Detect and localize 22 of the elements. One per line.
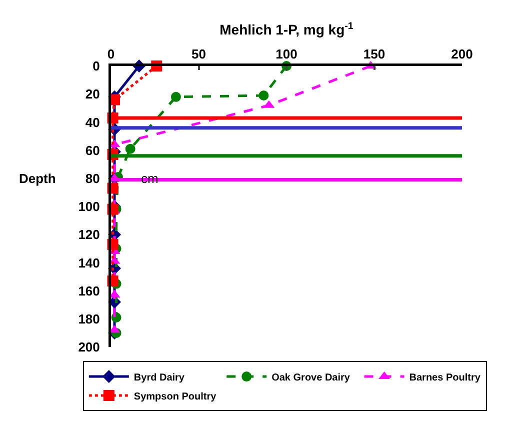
legend-label: Barnes Poultry <box>409 372 481 384</box>
y-tick-label: 140 <box>78 255 100 270</box>
legend-label: Sympson Poultry <box>134 391 217 402</box>
x-axis-title: Mehlich 1-P, mg kg$^{-1}$ <box>220 20 354 38</box>
legend-label: Oak Grove Dairy <box>272 372 350 384</box>
legend-label: Byrd Dairy <box>134 372 185 384</box>
x-tick-label: 150 <box>363 46 386 62</box>
y-tick-label: 120 <box>78 227 100 242</box>
x-tick-label: 100 <box>276 46 298 62</box>
y-tick-label: 160 <box>78 283 100 298</box>
y-tick-label: 0 <box>92 58 100 74</box>
x-tick-label: 50 <box>192 46 206 62</box>
y-axis-title: Depth <box>19 171 56 186</box>
y-tick-label: 180 <box>78 311 100 326</box>
y-tick-label: 20 <box>85 86 100 102</box>
x-tick-label: 0 <box>107 46 115 62</box>
y-tick-label: 80 <box>85 170 100 186</box>
y-tick-label: 60 <box>85 142 100 158</box>
y-tick-label: 100 <box>78 199 100 214</box>
x-tick-label: 200 <box>451 46 473 62</box>
y-tick-label: 40 <box>85 114 100 130</box>
y-tick-label: 200 <box>78 340 100 355</box>
